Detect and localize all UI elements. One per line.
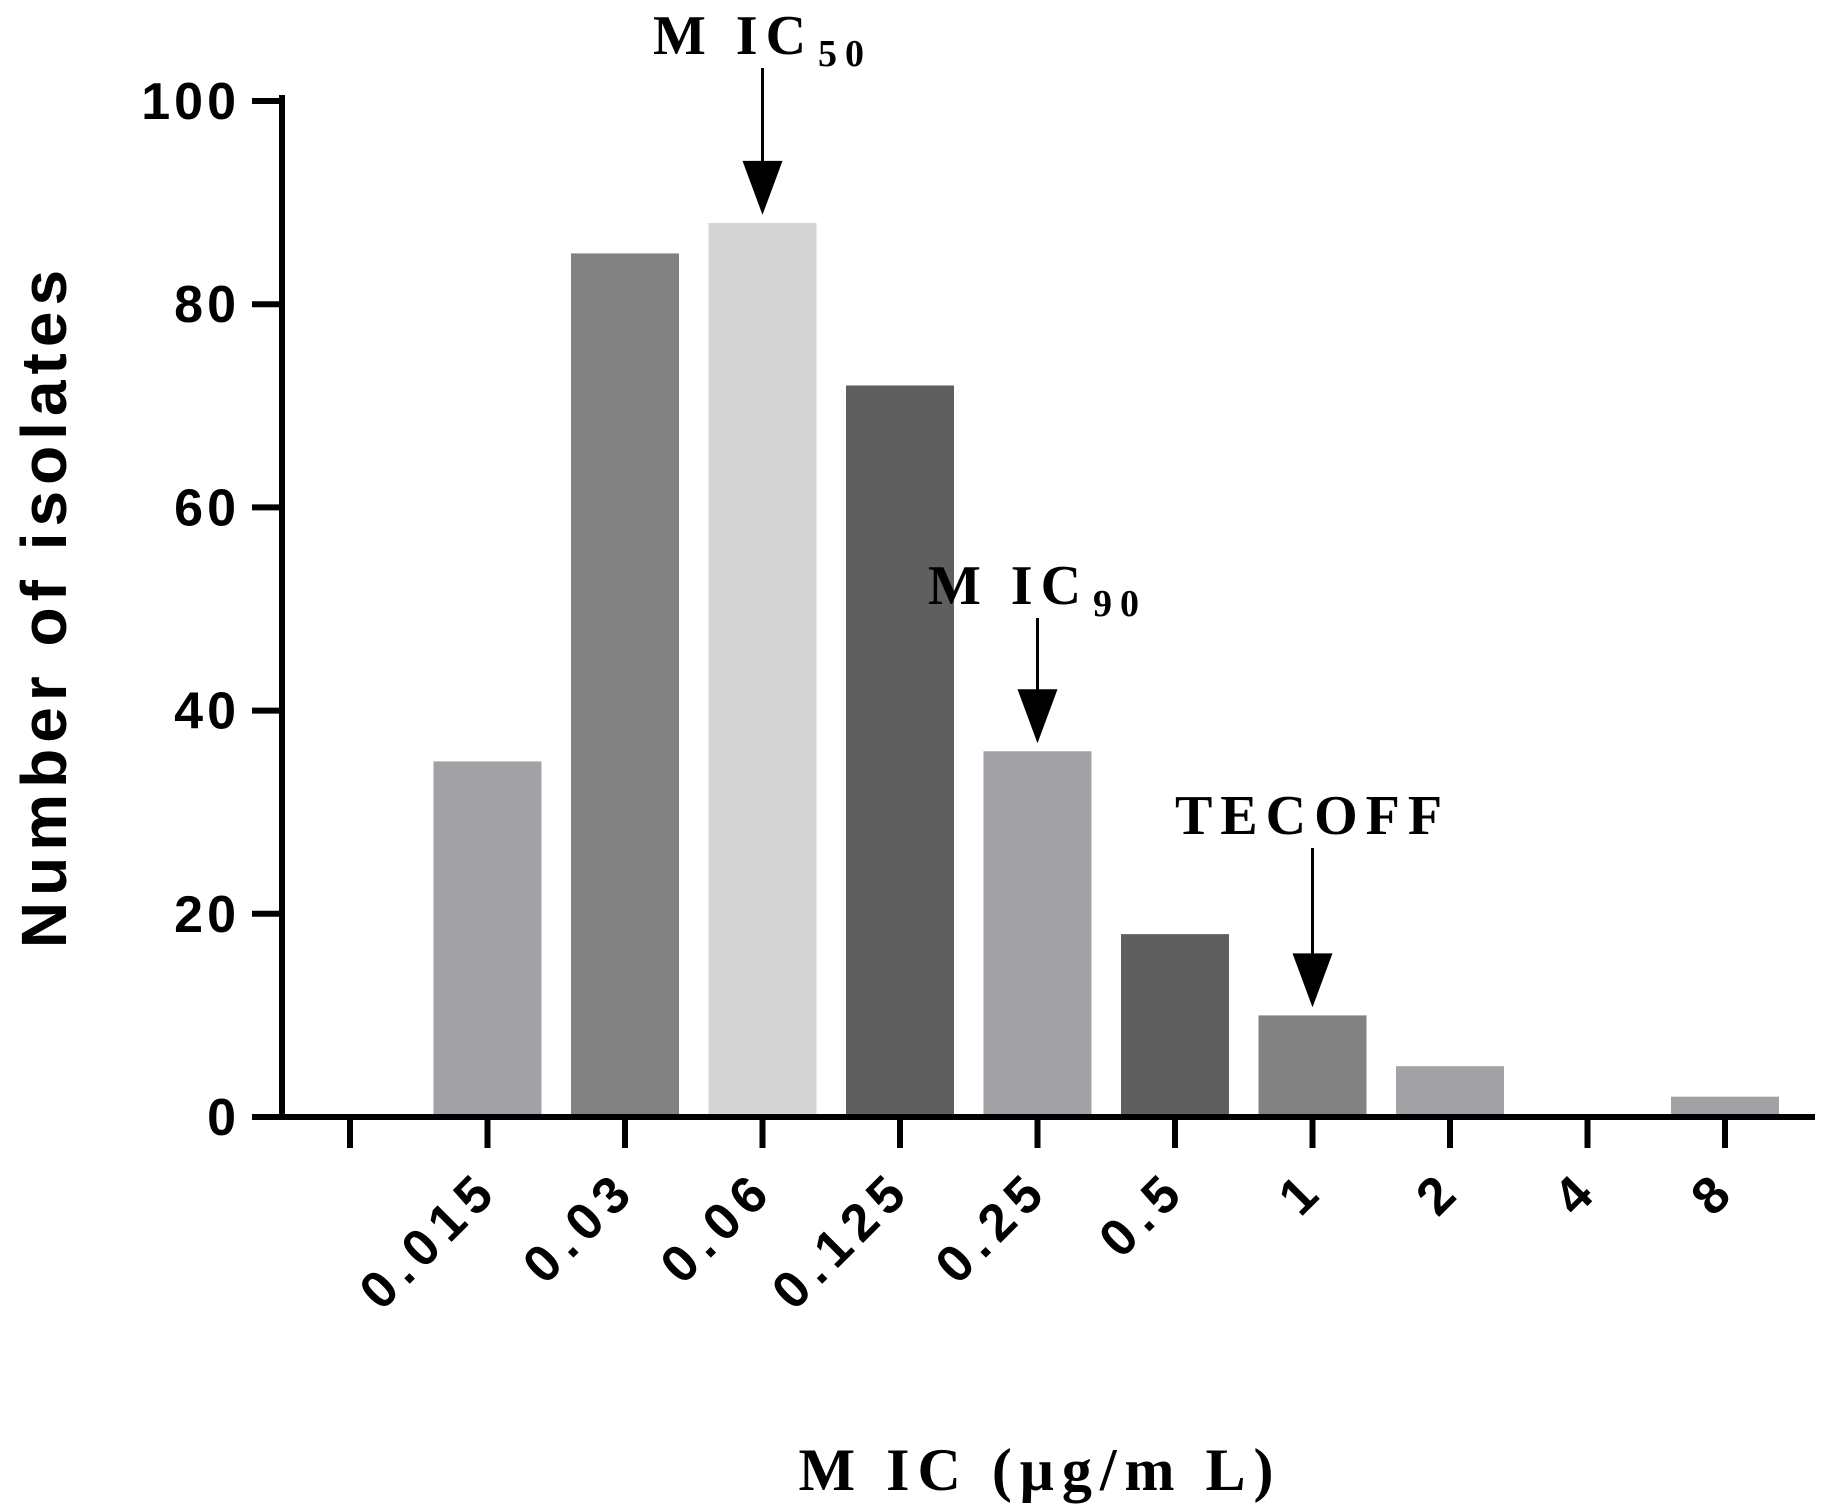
bar-0.015 [433,761,542,1117]
mic50-arrow-head [742,160,783,215]
tecoff-label: TECOFF [1175,785,1450,847]
bar-2 [1396,1066,1504,1117]
x-tick-label-2: 2 [1405,1159,1472,1226]
tecoff-arrow-head [1292,953,1333,1008]
mic90-arrow-head [1017,689,1058,744]
x-tick-label-4: 4 [1543,1159,1610,1226]
y-tick-label-80: 80 [174,276,240,334]
bar-0.25 [983,751,1092,1117]
x-tick-label-0.5: 0.5 [1088,1159,1197,1268]
mic90-label-main: M IC [928,555,1089,617]
axes-group [279,95,1815,1120]
y-tick-label-60: 60 [174,479,240,537]
bar-1 [1258,1015,1367,1117]
x-ticks-group: 0.015 0.03 0.060.125 0.25 0.5 1 2 4 8 [347,1117,1747,1321]
bar-8 [1671,1096,1779,1117]
x-tick-label-8: 8 [1680,1159,1747,1226]
y-ticks-group: 0 20 40 60 80 100 [141,73,282,1147]
y-tick-label-0: 0 [207,1089,240,1147]
bar-0.125 [846,385,954,1118]
y-tick-label-20: 20 [174,886,240,944]
y-tick-label-40: 40 [174,683,240,741]
bar-0.03 [571,253,679,1117]
x-tick-label-0.03: 0.03 [512,1159,647,1294]
x-tick-label-1: 1 [1268,1159,1335,1226]
x-tick-label-0.015: 0.015 [349,1159,510,1320]
x-tick-label-0.125: 0.125 [761,1159,922,1320]
bars-group [433,222,1779,1118]
y-tick-label-100: 100 [141,73,240,131]
mic90-label-subscript: 90 [1093,583,1147,625]
x-axis-title: M IC (μg/m L) [799,1437,1282,1503]
bar-0.5 [1121,934,1229,1117]
mic50-label-subscript: 50 [818,33,872,75]
x-tick-label-0.06: 0.06 [650,1159,785,1294]
x-tick-label-0.25: 0.25 [925,1159,1060,1294]
tecoff-label-main: TECOFF [1175,785,1450,847]
y-axis-title: Number of isolates [8,264,80,948]
bar-0.06 [708,222,817,1118]
mic50-label: M IC 50 [653,5,872,75]
mic50-label-main: M IC [653,5,814,67]
mic90-label: M IC 90 [928,555,1147,625]
